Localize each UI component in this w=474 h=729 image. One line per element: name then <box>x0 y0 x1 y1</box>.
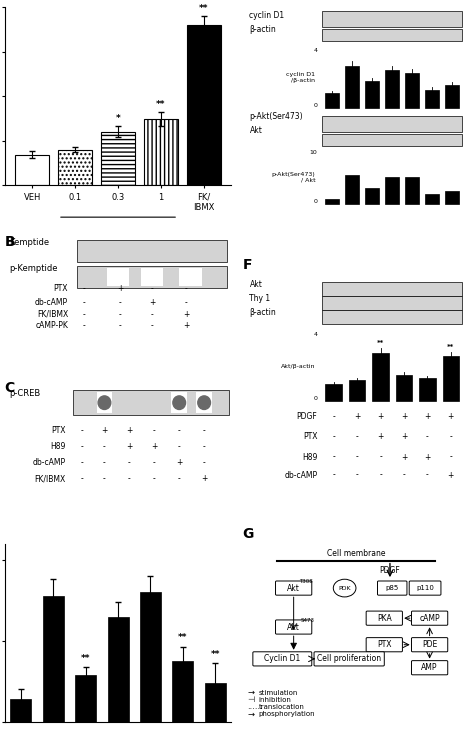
Text: -: - <box>449 453 452 461</box>
Text: db-cAMP: db-cAMP <box>33 458 66 467</box>
Text: p-Akt(Ser473): p-Akt(Ser473) <box>249 112 303 121</box>
Text: -: - <box>332 413 335 421</box>
Text: β-actin: β-actin <box>249 26 276 34</box>
Bar <box>108 617 128 722</box>
Bar <box>345 66 359 108</box>
Text: +: + <box>424 413 430 421</box>
Text: Thy 1: Thy 1 <box>249 294 271 303</box>
Text: stimulation: stimulation <box>258 690 298 696</box>
FancyBboxPatch shape <box>314 652 384 666</box>
Text: Akt: Akt <box>249 126 262 135</box>
Text: -: - <box>332 471 335 480</box>
Text: G: G <box>243 527 254 541</box>
FancyBboxPatch shape <box>322 134 463 146</box>
FancyBboxPatch shape <box>322 282 463 296</box>
Text: C: C <box>5 381 15 395</box>
Text: -: - <box>103 443 106 451</box>
Text: db-cAMP: db-cAMP <box>35 298 68 307</box>
Text: -: - <box>82 321 85 330</box>
FancyBboxPatch shape <box>322 29 463 42</box>
Bar <box>205 683 226 722</box>
Ellipse shape <box>98 396 111 410</box>
Text: +: + <box>447 471 454 480</box>
Bar <box>443 356 459 401</box>
Text: 4: 4 <box>313 47 318 52</box>
Text: **: ** <box>178 634 188 642</box>
FancyBboxPatch shape <box>366 638 402 652</box>
Text: **: ** <box>81 654 91 663</box>
Text: cAMP-PK: cAMP-PK <box>35 321 68 330</box>
Text: -: - <box>81 426 83 435</box>
Text: -: - <box>203 426 206 435</box>
FancyBboxPatch shape <box>97 392 112 413</box>
Bar <box>365 81 379 108</box>
Text: 0: 0 <box>314 103 318 108</box>
FancyBboxPatch shape <box>411 611 448 625</box>
Bar <box>372 353 389 401</box>
Bar <box>325 199 339 204</box>
Text: Kemptide: Kemptide <box>9 238 49 247</box>
Text: +: + <box>149 298 155 307</box>
Text: Akt: Akt <box>287 623 300 631</box>
Text: +: + <box>126 426 133 435</box>
Text: Akt: Akt <box>249 280 262 289</box>
Text: -: - <box>81 474 83 483</box>
Text: S473: S473 <box>300 617 314 623</box>
Text: -: - <box>151 310 154 319</box>
Text: FK/IBMX: FK/IBMX <box>35 474 66 483</box>
FancyBboxPatch shape <box>141 268 164 286</box>
Text: -: - <box>82 298 85 307</box>
FancyBboxPatch shape <box>179 268 202 286</box>
Text: PDGF: PDGF <box>297 413 318 421</box>
Bar <box>419 378 436 401</box>
Text: PDE: PDE <box>422 640 437 650</box>
Text: +: + <box>424 453 430 461</box>
Text: Cyclin D1: Cyclin D1 <box>264 655 301 663</box>
FancyBboxPatch shape <box>322 116 463 132</box>
FancyBboxPatch shape <box>322 12 463 28</box>
Text: PDK: PDK <box>338 585 351 590</box>
Text: ......: ...... <box>247 702 263 712</box>
Text: AMP: AMP <box>421 663 438 672</box>
Text: -: - <box>356 453 358 461</box>
Text: **: ** <box>210 650 220 659</box>
Text: -: - <box>81 443 83 451</box>
FancyBboxPatch shape <box>322 296 463 311</box>
Bar <box>75 675 96 722</box>
Text: -: - <box>82 310 85 319</box>
Bar <box>172 661 193 722</box>
Text: **: ** <box>377 340 384 346</box>
Text: p-Akt(Ser473)
/ Akt: p-Akt(Ser473) / Akt <box>272 172 315 183</box>
Ellipse shape <box>198 396 210 410</box>
Text: p110: p110 <box>416 585 434 591</box>
Bar <box>365 188 379 204</box>
Bar <box>425 90 439 108</box>
Text: -: - <box>332 432 335 441</box>
FancyBboxPatch shape <box>411 638 448 652</box>
Bar <box>144 120 178 185</box>
Bar <box>325 93 339 108</box>
Text: -: - <box>81 458 83 467</box>
FancyBboxPatch shape <box>275 620 312 634</box>
Text: +: + <box>401 432 407 441</box>
Text: -: - <box>379 471 382 480</box>
Text: -: - <box>153 458 155 467</box>
Text: -: - <box>151 284 154 294</box>
FancyBboxPatch shape <box>196 392 212 413</box>
Bar <box>385 177 399 204</box>
Text: -: - <box>185 284 187 294</box>
Text: +: + <box>377 413 383 421</box>
FancyBboxPatch shape <box>253 652 312 666</box>
Text: -: - <box>153 474 155 483</box>
Text: PKA: PKA <box>377 614 392 623</box>
Text: Akt: Akt <box>287 584 300 593</box>
Text: +: + <box>401 413 407 421</box>
Text: FK/IBMX: FK/IBMX <box>37 310 68 319</box>
FancyBboxPatch shape <box>366 611 402 625</box>
FancyBboxPatch shape <box>322 311 463 324</box>
Text: +: + <box>176 458 182 467</box>
Text: Cell membrane: Cell membrane <box>327 549 385 558</box>
Text: β-actin: β-actin <box>249 308 276 317</box>
FancyBboxPatch shape <box>275 581 312 595</box>
Text: H89: H89 <box>302 453 318 461</box>
